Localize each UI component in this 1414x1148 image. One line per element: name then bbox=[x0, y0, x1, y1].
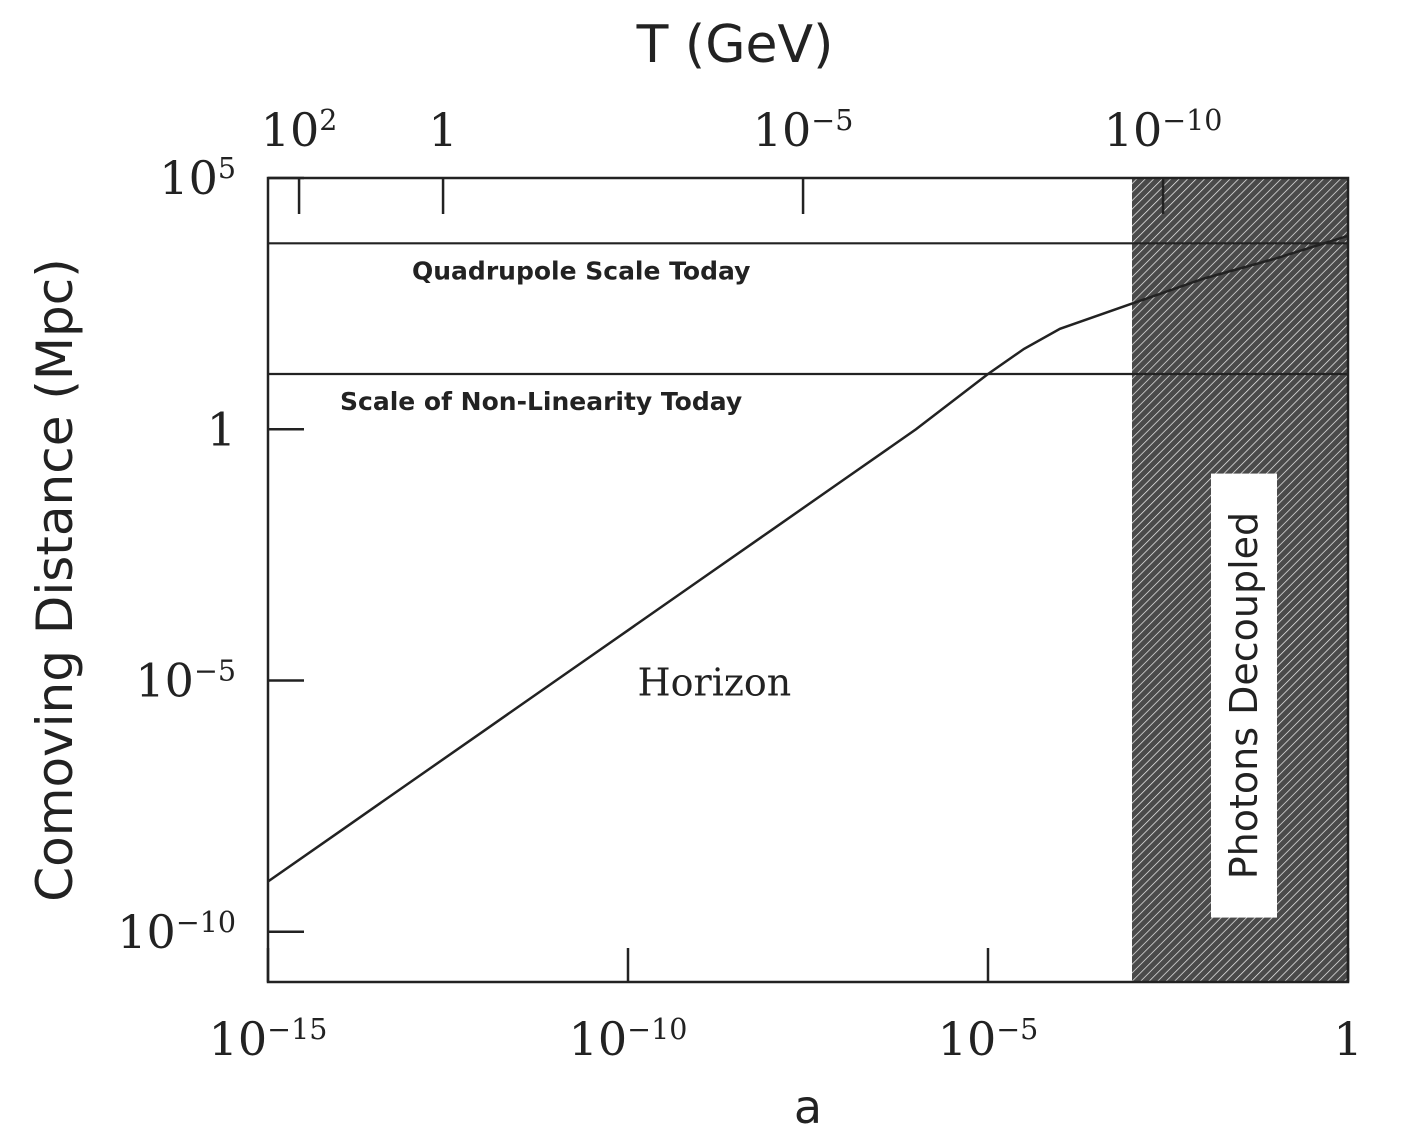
y-tick-label: 10−5 bbox=[135, 654, 236, 708]
top-tick-label: 102 bbox=[261, 103, 338, 157]
y-tick-label: 1 bbox=[207, 402, 236, 456]
series-horizon-label: Horizon bbox=[638, 661, 792, 705]
series-horizon-line bbox=[267, 234, 1349, 883]
reference-line-label: Quadrupole Scale Today bbox=[412, 256, 750, 285]
top-axis-title: T (GeV) bbox=[636, 15, 834, 75]
y-tick-label: 10−10 bbox=[117, 905, 236, 959]
x-tick-label: 10−10 bbox=[569, 1012, 688, 1066]
top-tick-label: 1 bbox=[428, 103, 457, 157]
photons-decoupled-label: Photons Decoupled bbox=[1222, 512, 1266, 879]
top-axis-ticks: 102 1 10−5 10−10 bbox=[261, 103, 1223, 214]
reference-lines: Quadrupole Scale Today Scale of Non-Linea… bbox=[268, 242, 1348, 416]
top-tick-label: 10−10 bbox=[1104, 103, 1223, 157]
x-axis-ticks: 10−15 10−10 10−5 1 bbox=[209, 948, 1363, 1066]
x-tick-label: 10−5 bbox=[938, 1012, 1039, 1066]
reference-line-label: Scale of Non-Linearity Today bbox=[340, 387, 742, 416]
x-axis-title: a bbox=[794, 1080, 822, 1134]
y-axis-title: Comoving Distance (Mpc) bbox=[26, 258, 84, 902]
top-tick-label: 10−5 bbox=[753, 103, 854, 157]
x-tick-label: 1 bbox=[1333, 1012, 1362, 1066]
x-tick-label: 10−15 bbox=[209, 1012, 328, 1066]
photons-decoupled-label-box: Photons Decoupled bbox=[1211, 473, 1277, 918]
y-tick-label: 105 bbox=[159, 151, 236, 205]
plot-frame bbox=[266, 176, 1350, 984]
y-axis-ticks: 105 1 10−5 10−10 bbox=[117, 151, 304, 959]
